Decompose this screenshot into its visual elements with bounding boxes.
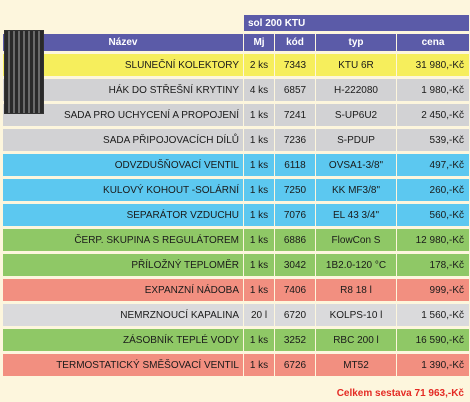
item-price: 560,-Kč xyxy=(397,204,469,226)
item-name: NEMRZNOUCÍ KAPALINA xyxy=(3,304,243,326)
item-name: SLUNEČNÍ KOLEKTORY xyxy=(3,54,243,76)
item-price: 1 390,-Kč xyxy=(397,354,469,376)
item-name: ČERP. SKUPINA S REGULÁTOREM xyxy=(3,229,243,251)
item-type: H-222080 xyxy=(316,79,396,101)
item-price: 178,-Kč xyxy=(397,254,469,276)
col-header-code: kód xyxy=(275,34,315,51)
item-name: EXPANZNÍ NÁDOBA xyxy=(3,279,243,301)
table-row: ODVZDUŠŇOVACÍ VENTIL 1 ks 6118 OVSA1-3/8" 49… xyxy=(3,154,469,176)
table-row: ZÁSOBNÍK TEPLÉ VODY 1 ks 3252 RBC 200 l 16 5… xyxy=(3,329,469,351)
item-qty: 1 ks xyxy=(244,154,274,176)
item-name: SADA PŘIPOJOVACÍCH DÍLŮ xyxy=(3,129,243,151)
col-header-price: cena xyxy=(397,34,469,51)
item-type: S-PDUP xyxy=(316,129,396,151)
item-qty: 1 ks xyxy=(244,279,274,301)
item-type: KTU 6R xyxy=(316,54,396,76)
item-type: KOLPS-10 l xyxy=(316,304,396,326)
item-price: 16 590,-Kč xyxy=(397,329,469,351)
item-code: 6726 xyxy=(275,354,315,376)
item-code: 6118 xyxy=(275,154,315,176)
item-price: 2 450,-Kč xyxy=(397,104,469,126)
item-qty: 20 l xyxy=(244,304,274,326)
item-type: FlowCon S xyxy=(316,229,396,251)
item-price: 12 980,-Kč xyxy=(397,229,469,251)
item-name: ZÁSOBNÍK TEPLÉ VODY xyxy=(3,329,243,351)
item-qty: 1 ks xyxy=(244,179,274,201)
table-row: SLUNEČNÍ KOLEKTORY 2 ks 7343 KTU 6R 31 980,-… xyxy=(3,54,469,76)
item-name: TERMOSTATICKÝ SMĚŠOVACÍ VENTIL xyxy=(3,354,243,376)
product-line-title: sol 200 KTU xyxy=(244,15,469,31)
item-price: 539,-Kč xyxy=(397,129,469,151)
item-qty: 1 ks xyxy=(244,204,274,226)
table-row: SEPARÁTOR VZDUCHU 1 ks 7076 EL 43 3/4" 560,-… xyxy=(3,204,469,226)
item-type: OVSA1-3/8" xyxy=(316,154,396,176)
header-row-columns: Název Mj kód typ cena xyxy=(3,34,469,51)
item-price: 999,-Kč xyxy=(397,279,469,301)
table-row: HÁK DO STŘEŠNÍ KRYTINY 4 ks 6857 H-222080 1 … xyxy=(3,79,469,101)
item-qty: 1 ks xyxy=(244,354,274,376)
col-header-name: Název xyxy=(3,34,243,51)
item-type: R8 18 l xyxy=(316,279,396,301)
table-row: SADA PŘIPOJOVACÍCH DÍLŮ 1 ks 7236 S-PDUP 539… xyxy=(3,129,469,151)
table-row: KULOVÝ KOHOUT -SOLÁRNÍ 1 ks 7250 KK MF3/8" 2… xyxy=(3,179,469,201)
item-code: 7250 xyxy=(275,179,315,201)
item-price: 1 980,-Kč xyxy=(397,79,469,101)
item-qty: 1 ks xyxy=(244,254,274,276)
item-name: ODVZDUŠŇOVACÍ VENTIL xyxy=(3,154,243,176)
item-code: 7076 xyxy=(275,204,315,226)
item-type: EL 43 3/4" xyxy=(316,204,396,226)
item-code: 7241 xyxy=(275,104,315,126)
item-qty: 1 ks xyxy=(244,104,274,126)
item-code: 6720 xyxy=(275,304,315,326)
item-code: 3042 xyxy=(275,254,315,276)
total-price: Celkem sestava 71 963,-Kč xyxy=(336,388,464,399)
table-row: TERMOSTATICKÝ SMĚŠOVACÍ VENTIL 1 ks 6726 MT… xyxy=(3,354,469,376)
item-code: 7236 xyxy=(275,129,315,151)
item-type: KK MF3/8" xyxy=(316,179,396,201)
item-name: PŘÍLOŽNÝ TEPLOMĚR xyxy=(3,254,243,276)
item-qty: 1 ks xyxy=(244,229,274,251)
item-price: 31 980,-Kč xyxy=(397,54,469,76)
item-code: 6886 xyxy=(275,229,315,251)
item-price: 1 560,-Kč xyxy=(397,304,469,326)
table-row: SADA PRO UCHYCENÍ A PROPOJENÍ 1 ks 7241 S-U… xyxy=(3,104,469,126)
item-name: SADA PRO UCHYCENÍ A PROPOJENÍ xyxy=(3,104,243,126)
col-header-qty: Mj xyxy=(244,34,274,51)
price-table: sol 200 KTU Název Mj kód typ cena SLUNEČ… xyxy=(2,12,470,379)
item-type: 1B2.0-120 °C xyxy=(316,254,396,276)
item-price: 260,-Kč xyxy=(397,179,469,201)
item-name: KULOVÝ KOHOUT -SOLÁRNÍ xyxy=(3,179,243,201)
price-table-wrapper: sol 200 KTU Název Mj kód typ cena SLUNEČ… xyxy=(2,12,470,379)
col-header-type: typ xyxy=(316,34,396,51)
item-code: 7343 xyxy=(275,54,315,76)
table-row: ČERP. SKUPINA S REGULÁTOREM 1 ks 6886 FlowC… xyxy=(3,229,469,251)
item-qty: 4 ks xyxy=(244,79,274,101)
table-body: SLUNEČNÍ KOLEKTORY 2 ks 7343 KTU 6R 31 980,-… xyxy=(3,54,469,376)
item-name: HÁK DO STŘEŠNÍ KRYTINY xyxy=(3,79,243,101)
item-type: RBC 200 l xyxy=(316,329,396,351)
item-qty: 2 ks xyxy=(244,54,274,76)
item-qty: 1 ks xyxy=(244,329,274,351)
item-code: 6857 xyxy=(275,79,315,101)
solar-collector-image xyxy=(4,30,44,114)
header-row-model: sol 200 KTU xyxy=(3,15,469,31)
item-code: 7406 xyxy=(275,279,315,301)
item-type: S-UP6U2 xyxy=(316,104,396,126)
table-row: PŘÍLOŽNÝ TEPLOMĚR 1 ks 3042 1B2.0-120 °C 178… xyxy=(3,254,469,276)
item-qty: 1 ks xyxy=(244,129,274,151)
table-row: EXPANZNÍ NÁDOBA 1 ks 7406 R8 18 l 999,-Kč xyxy=(3,279,469,301)
item-name: SEPARÁTOR VZDUCHU xyxy=(3,204,243,226)
item-type: MT52 xyxy=(316,354,396,376)
item-code: 3252 xyxy=(275,329,315,351)
item-price: 497,-Kč xyxy=(397,154,469,176)
